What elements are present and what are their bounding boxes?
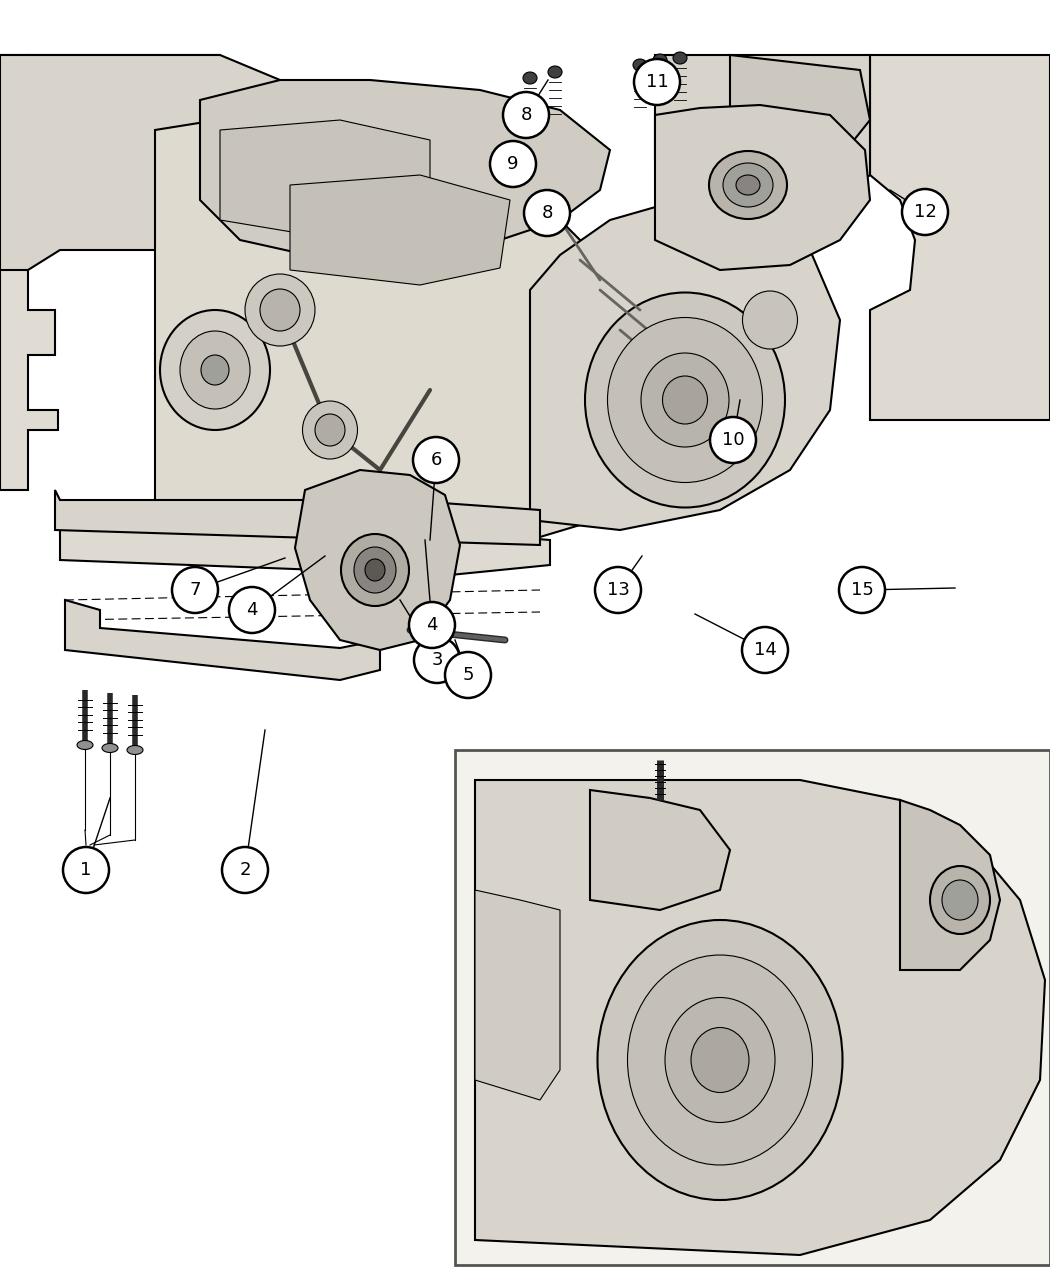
Polygon shape [475,780,1045,1255]
Circle shape [710,417,756,463]
Circle shape [524,190,570,236]
Circle shape [172,567,218,613]
Text: 10: 10 [721,431,744,449]
Circle shape [595,567,640,613]
Polygon shape [155,110,660,541]
Circle shape [414,638,460,683]
Text: 12: 12 [914,203,937,221]
Text: 15: 15 [850,581,874,599]
Text: 13: 13 [607,581,629,599]
Ellipse shape [723,163,773,207]
Polygon shape [290,175,510,286]
Ellipse shape [597,921,842,1200]
Circle shape [445,652,491,697]
Ellipse shape [665,997,775,1122]
Ellipse shape [102,743,118,752]
Ellipse shape [942,880,978,921]
Polygon shape [55,490,540,544]
Circle shape [839,567,885,613]
Polygon shape [475,890,560,1100]
Bar [455,750,1050,1265]
Polygon shape [60,500,550,575]
Ellipse shape [742,291,798,349]
Ellipse shape [585,292,785,507]
Polygon shape [295,470,460,650]
Ellipse shape [709,150,788,219]
Ellipse shape [640,353,729,448]
Circle shape [634,59,680,105]
Text: 9: 9 [507,156,519,173]
Ellipse shape [365,558,385,581]
Ellipse shape [691,1028,749,1093]
Ellipse shape [201,354,229,385]
Ellipse shape [608,317,762,482]
Text: 2: 2 [239,861,251,878]
Ellipse shape [127,746,143,755]
Ellipse shape [673,52,687,64]
Ellipse shape [736,175,760,195]
Circle shape [229,586,275,632]
Text: 6: 6 [430,451,442,469]
Ellipse shape [653,54,667,66]
Text: 8: 8 [521,106,531,124]
Circle shape [490,142,536,187]
Polygon shape [0,55,58,490]
Ellipse shape [260,289,300,332]
Circle shape [742,627,788,673]
Ellipse shape [302,402,357,459]
Polygon shape [655,105,870,270]
Polygon shape [0,55,310,270]
Text: 4: 4 [247,601,257,618]
Polygon shape [220,120,430,240]
Circle shape [902,189,948,235]
Text: 1: 1 [80,861,91,878]
Polygon shape [65,601,380,680]
Text: 5: 5 [462,666,474,683]
Ellipse shape [245,274,315,346]
Ellipse shape [160,310,270,430]
Ellipse shape [663,376,708,425]
Text: 3: 3 [432,652,443,669]
Polygon shape [28,55,220,99]
Ellipse shape [930,866,990,935]
Circle shape [63,847,109,892]
Polygon shape [655,55,870,210]
Text: 14: 14 [754,641,776,659]
Ellipse shape [523,71,537,84]
Polygon shape [590,790,730,910]
Ellipse shape [548,66,562,78]
Ellipse shape [633,59,647,71]
Text: 8: 8 [542,204,552,222]
Polygon shape [730,55,870,156]
Polygon shape [870,55,1050,419]
Text: 4: 4 [426,616,438,634]
Ellipse shape [628,955,813,1165]
Ellipse shape [77,741,93,750]
Ellipse shape [354,547,396,593]
Circle shape [413,437,459,483]
Circle shape [503,92,549,138]
Ellipse shape [315,414,345,446]
Polygon shape [200,80,610,260]
Ellipse shape [341,534,410,606]
Ellipse shape [180,332,250,409]
Text: 11: 11 [646,73,669,91]
Polygon shape [900,799,1000,970]
Circle shape [410,602,455,648]
Circle shape [222,847,268,892]
Text: 7: 7 [189,581,201,599]
Polygon shape [530,200,840,530]
